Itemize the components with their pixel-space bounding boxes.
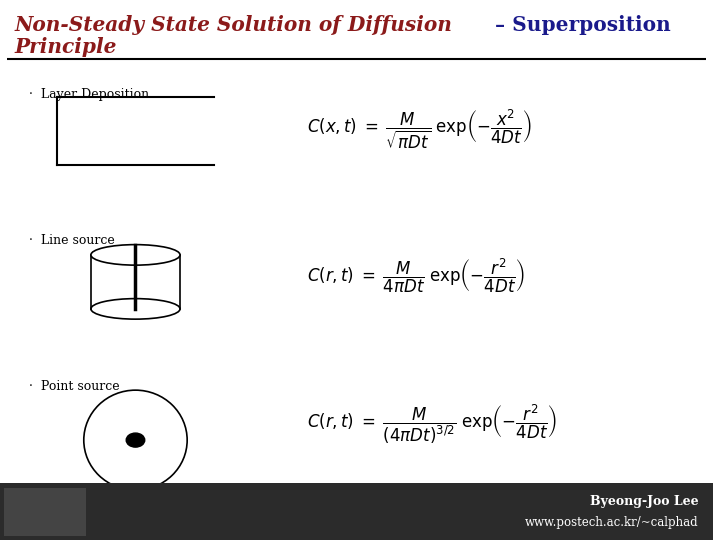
Text: Non-Steady State Solution of Diffusion: Non-Steady State Solution of Diffusion [14,15,452,35]
Text: Byeong-Joo Lee: Byeong-Joo Lee [590,495,698,508]
Text: $C(x, t)\; =\; \dfrac{M}{\sqrt{\pi D t}}\; \exp\!\left(-\dfrac{x^2}{4Dt}\right)$: $C(x, t)\; =\; \dfrac{M}{\sqrt{\pi D t}}… [307,108,531,151]
Text: $C(r, t)\; =\; \dfrac{M}{(4\pi D t)^{3/2}}\; \exp\!\left(-\dfrac{r^2}{4Dt}\right: $C(r, t)\; =\; \dfrac{M}{(4\pi D t)^{3/2… [307,402,557,446]
Bar [0,483,713,540]
Text: ·  Line source: · Line source [29,234,114,247]
Text: Principle: Principle [14,37,117,57]
Text: ·  Layer Deposition: · Layer Deposition [29,88,148,101]
Ellipse shape [91,245,180,265]
Ellipse shape [84,390,187,490]
Bar [4,488,86,536]
Ellipse shape [91,299,180,319]
Circle shape [126,433,145,447]
Text: – Superposition: – Superposition [488,15,671,35]
Text: www.postech.ac.kr/~calphad: www.postech.ac.kr/~calphad [525,516,698,530]
Text: $C(r, t)\; =\; \dfrac{M}{4\pi D t}\; \exp\!\left(-\dfrac{r^2}{4Dt}\right)$: $C(r, t)\; =\; \dfrac{M}{4\pi D t}\; \ex… [307,256,525,294]
Text: ·  Point source: · Point source [29,380,119,393]
